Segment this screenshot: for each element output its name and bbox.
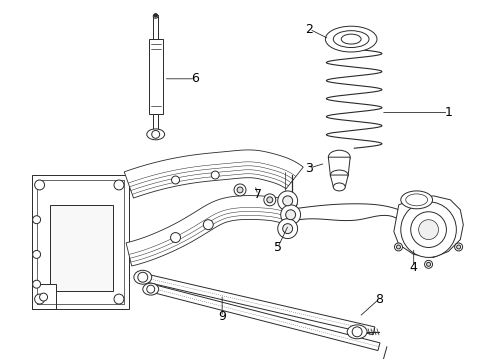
Circle shape xyxy=(282,196,292,206)
Circle shape xyxy=(151,130,160,138)
Circle shape xyxy=(400,202,455,257)
Polygon shape xyxy=(142,273,374,335)
Circle shape xyxy=(280,205,300,225)
Circle shape xyxy=(33,251,41,258)
Polygon shape xyxy=(49,205,113,291)
Circle shape xyxy=(396,245,400,249)
Circle shape xyxy=(410,212,446,247)
Circle shape xyxy=(35,180,44,190)
Text: 7: 7 xyxy=(253,188,262,201)
Circle shape xyxy=(266,197,272,203)
Polygon shape xyxy=(148,39,163,113)
Circle shape xyxy=(351,327,361,337)
Text: 8: 8 xyxy=(374,293,382,306)
Circle shape xyxy=(114,180,123,190)
Polygon shape xyxy=(124,150,303,198)
Polygon shape xyxy=(32,284,56,309)
Text: 4: 4 xyxy=(409,261,417,274)
Ellipse shape xyxy=(153,14,158,18)
Circle shape xyxy=(456,245,460,249)
Text: 9: 9 xyxy=(218,310,225,323)
Polygon shape xyxy=(153,15,158,41)
Circle shape xyxy=(40,293,47,301)
Text: 2: 2 xyxy=(305,23,313,36)
Ellipse shape xyxy=(330,170,347,180)
Ellipse shape xyxy=(333,183,345,191)
Polygon shape xyxy=(126,195,297,266)
Circle shape xyxy=(138,272,147,282)
Circle shape xyxy=(282,224,292,234)
Ellipse shape xyxy=(325,26,376,52)
Circle shape xyxy=(35,294,44,304)
Text: 5: 5 xyxy=(273,241,281,254)
Ellipse shape xyxy=(400,191,432,209)
Circle shape xyxy=(153,13,157,17)
Ellipse shape xyxy=(341,34,360,44)
Circle shape xyxy=(418,220,438,239)
Circle shape xyxy=(33,216,41,224)
Ellipse shape xyxy=(333,31,368,48)
Circle shape xyxy=(234,184,245,196)
Circle shape xyxy=(211,171,219,179)
Polygon shape xyxy=(32,175,129,309)
Circle shape xyxy=(146,285,154,293)
Ellipse shape xyxy=(327,150,349,164)
Ellipse shape xyxy=(405,194,427,206)
Ellipse shape xyxy=(346,325,366,339)
Text: 6: 6 xyxy=(191,72,199,85)
Polygon shape xyxy=(330,175,347,187)
Circle shape xyxy=(264,194,275,206)
Ellipse shape xyxy=(134,270,151,284)
Circle shape xyxy=(454,243,462,251)
Circle shape xyxy=(426,262,429,266)
Circle shape xyxy=(114,294,123,304)
Circle shape xyxy=(33,280,41,288)
Circle shape xyxy=(171,176,179,184)
Text: 1: 1 xyxy=(444,106,451,119)
Circle shape xyxy=(170,233,180,243)
Circle shape xyxy=(394,243,402,251)
Circle shape xyxy=(203,220,213,230)
Circle shape xyxy=(237,187,243,193)
Polygon shape xyxy=(294,204,398,221)
Polygon shape xyxy=(154,285,379,351)
Text: 3: 3 xyxy=(305,162,313,175)
Polygon shape xyxy=(393,196,462,257)
Polygon shape xyxy=(327,157,349,175)
Ellipse shape xyxy=(146,129,164,140)
Polygon shape xyxy=(153,113,158,131)
Ellipse shape xyxy=(142,283,158,295)
Circle shape xyxy=(277,219,297,239)
Circle shape xyxy=(424,260,432,268)
Circle shape xyxy=(285,210,295,220)
Circle shape xyxy=(277,191,297,211)
